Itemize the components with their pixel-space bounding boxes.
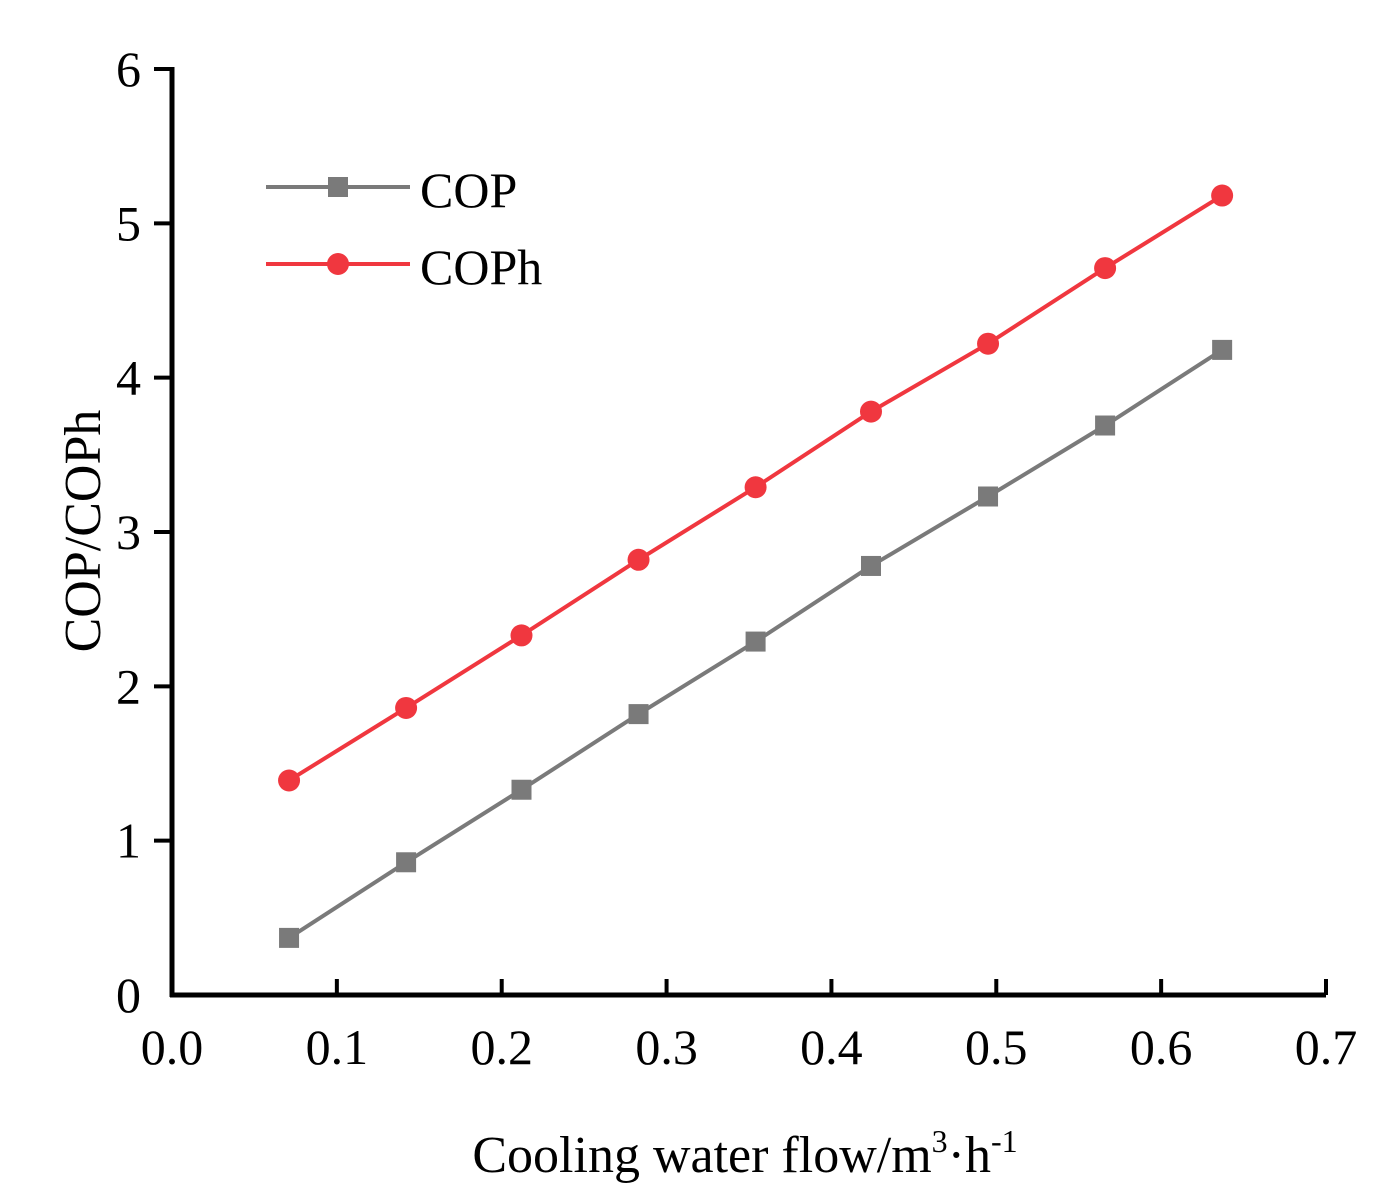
data-point-coph — [744, 476, 767, 499]
data-point-cop — [1095, 415, 1116, 436]
y-tick-label: 6 — [116, 41, 141, 97]
data-point-coph — [1211, 184, 1234, 207]
x-tick-label: 0.4 — [800, 1019, 863, 1075]
legend-label-cop: COP — [420, 162, 517, 218]
x-ticks: 0.0 0.1 0.2 0.3 0.4 0.5 0.6 0.7 — [141, 979, 1358, 1075]
data-point-coph — [859, 400, 882, 423]
legend: COP COPh — [266, 162, 542, 295]
x-axis-title-sup2: -1 — [991, 1123, 1018, 1159]
data-point-cop — [1212, 339, 1233, 360]
y-tick-label: 0 — [116, 967, 141, 1023]
y-tick-label: 3 — [116, 504, 141, 560]
axes — [169, 67, 1326, 998]
x-tick-label: 0.7 — [1295, 1019, 1358, 1075]
x-tick-label: 0.6 — [1130, 1019, 1193, 1075]
legend-label-coph: COPh — [420, 239, 542, 295]
data-point-cop — [978, 486, 999, 507]
data-point-coph — [510, 624, 533, 647]
legend-item-coph: COPh — [266, 239, 542, 295]
data-point-coph — [395, 696, 418, 719]
y-tick-label: 1 — [116, 813, 141, 869]
y-tick-label: 2 — [116, 658, 141, 714]
y-axis-title: COP/COPh — [55, 410, 112, 653]
x-axis-title-main: Cooling water flow/m — [472, 1127, 931, 1184]
data-point-coph — [1094, 257, 1117, 280]
x-axis-title-sup1: 3 — [932, 1123, 948, 1159]
data-point-cop — [511, 779, 532, 800]
x-axis-title: Cooling water flow/m3·h-1 — [472, 1123, 1017, 1184]
series-layer — [278, 184, 1234, 948]
x-tick-label: 0.3 — [635, 1019, 698, 1075]
data-point-coph — [627, 548, 650, 571]
data-point-coph — [977, 332, 1000, 355]
x-tick-label: 0.0 — [141, 1019, 204, 1075]
legend-marker-cop — [328, 177, 348, 197]
data-point-cop — [628, 704, 649, 725]
legend-item-cop: COP — [266, 162, 517, 218]
y-tick-label: 5 — [116, 195, 141, 251]
data-point-cop — [396, 852, 417, 873]
data-point-cop — [860, 555, 881, 576]
x-tick-label: 0.1 — [306, 1019, 369, 1075]
data-point-cop — [745, 631, 766, 652]
legend-marker-coph — [327, 253, 349, 275]
data-point-cop — [279, 927, 300, 948]
y-ticks: 0 1 2 3 4 5 6 — [116, 41, 172, 1023]
data-point-coph — [278, 769, 301, 792]
y-tick-label: 4 — [116, 350, 141, 406]
x-axis-title-mid: ·h — [948, 1127, 991, 1184]
x-tick-label: 0.2 — [470, 1019, 533, 1075]
x-tick-label: 0.5 — [965, 1019, 1028, 1075]
